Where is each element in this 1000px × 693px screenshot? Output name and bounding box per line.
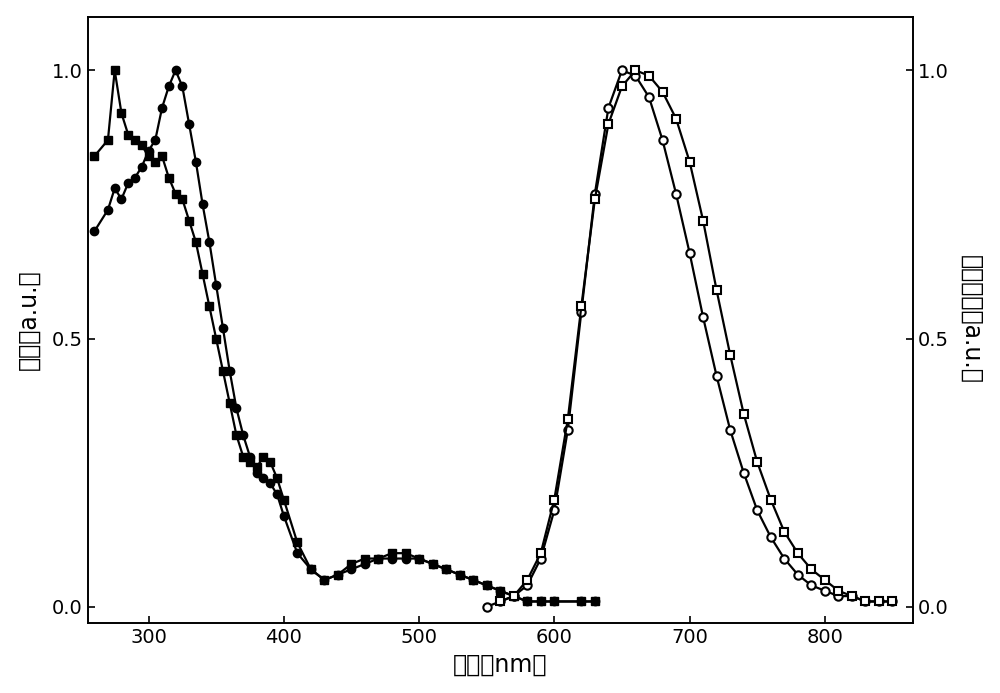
X-axis label: 波长（nm）: 波长（nm）: [453, 652, 547, 676]
Y-axis label: 光致发光（a.u.）: 光致发光（a.u.）: [959, 255, 983, 384]
Y-axis label: 吸收（a.u.）: 吸收（a.u.）: [17, 270, 41, 370]
